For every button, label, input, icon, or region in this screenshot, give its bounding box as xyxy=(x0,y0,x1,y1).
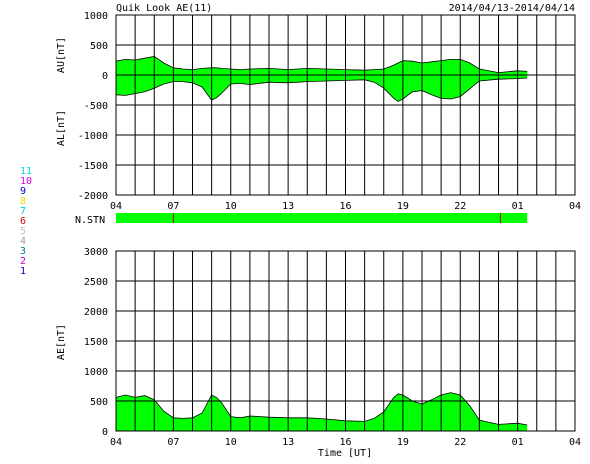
au-al-x-tick-label: 04 xyxy=(110,201,122,212)
chart-title: Quik Look AE(11) xyxy=(116,3,212,14)
au-al-x-tick-label: 10 xyxy=(225,201,237,212)
ae-line xyxy=(115,392,528,426)
legend-item: 4 xyxy=(20,236,26,247)
au-al-y-tick-label: 1000 xyxy=(84,11,108,22)
date-range: 2014/04/13-2014/04/14 xyxy=(449,3,575,14)
ae-y-tick-label: 2500 xyxy=(84,277,108,288)
au-al-x-tick-label: 07 xyxy=(167,201,179,212)
ae-y-tick-label: 3000 xyxy=(84,247,108,258)
legend-item: 3 xyxy=(20,246,26,257)
ae-frame xyxy=(115,250,576,432)
ae-x-tick-label: 19 xyxy=(397,437,409,448)
y-axis-label-au: AU[nT] xyxy=(56,37,67,73)
ae-x-tick-label: 01 xyxy=(512,437,524,448)
au-al-upper-line xyxy=(115,55,528,74)
au-al-y-tick-label: -1000 xyxy=(78,131,108,142)
y-axis-label-ae: AE[nT] xyxy=(56,324,67,360)
au-al-y-tick-label: 500 xyxy=(90,41,108,52)
legend-item: 7 xyxy=(20,206,26,217)
au-al-y-tick-label: -1500 xyxy=(78,161,108,172)
ae-y-tick-label: 2000 xyxy=(84,307,108,318)
legend-item: 2 xyxy=(20,256,26,267)
au-al-lower-line xyxy=(115,77,528,102)
station-bar-fill xyxy=(116,213,528,223)
legend-item: 11 xyxy=(20,166,32,177)
legend-item: 10 xyxy=(20,176,32,187)
au-al-frame xyxy=(115,14,576,196)
x-axis-label: Time [UT] xyxy=(318,448,372,459)
au-al-x-tick-label: 01 xyxy=(512,201,524,212)
legend-item: 1 xyxy=(20,266,26,277)
au-al-x-tick-label: 04 xyxy=(569,201,581,212)
ae-x-tick-label: 04 xyxy=(569,437,581,448)
y-axis-label-al: AL[nT] xyxy=(56,110,67,146)
legend-item: 5 xyxy=(20,226,26,237)
au-al-y-tick-label: -2000 xyxy=(78,191,108,202)
legend-item: 6 xyxy=(20,216,26,227)
ae-area xyxy=(116,392,528,431)
au-al-range-area xyxy=(116,56,528,102)
ae-y-tick-label: 1000 xyxy=(84,367,108,378)
au-al-x-tick-label: 16 xyxy=(339,201,351,212)
ae-x-tick-label: 16 xyxy=(339,437,351,448)
au-al-x-tick-label: 22 xyxy=(454,201,466,212)
ae-y-tick-label: 1500 xyxy=(84,337,108,348)
station-count-label: N.STN xyxy=(75,215,105,226)
station-bar xyxy=(116,213,528,223)
legend-item: 8 xyxy=(20,196,26,207)
ae-x-tick-label: 13 xyxy=(282,437,294,448)
ae-x-tick-label: 07 xyxy=(167,437,179,448)
ae-y-tick-label: 500 xyxy=(90,397,108,408)
ae-x-tick-label: 10 xyxy=(225,437,237,448)
au-al-x-tick-label: 13 xyxy=(282,201,294,212)
ae-x-tick-label: 22 xyxy=(454,437,466,448)
ae-x-tick-label: 04 xyxy=(110,437,122,448)
legend-item: 9 xyxy=(20,186,26,197)
au-al-y-tick-label: -500 xyxy=(84,101,108,112)
au-al-x-tick-label: 19 xyxy=(397,201,409,212)
au-al-y-tick-label: 0 xyxy=(102,71,108,82)
ae-y-tick-label: 0 xyxy=(102,427,108,438)
